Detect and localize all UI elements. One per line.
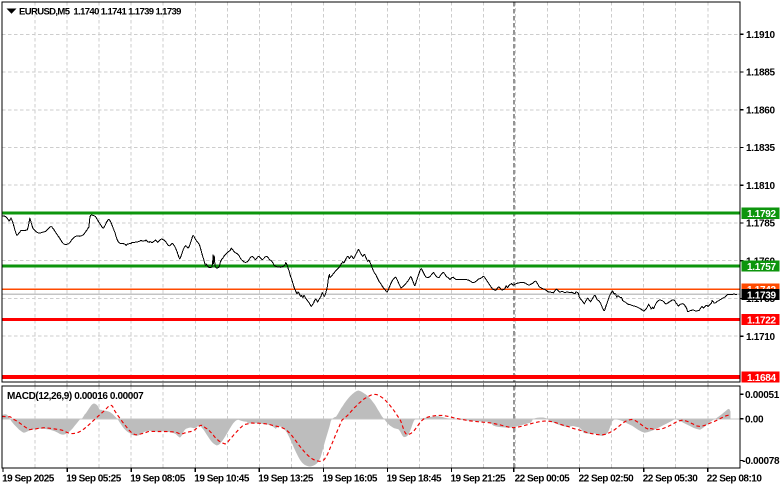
svg-text:1.1835: 1.1835 (746, 143, 776, 154)
svg-text:1.1722: 1.1722 (747, 315, 777, 326)
svg-text:22 Sep 05:30: 22 Sep 05:30 (643, 474, 699, 485)
svg-text:19 Sep 2025: 19 Sep 2025 (2, 474, 55, 485)
svg-text:1.1739: 1.1739 (747, 290, 777, 301)
svg-text:19 Sep 10:45: 19 Sep 10:45 (194, 474, 250, 485)
svg-text:1.1885: 1.1885 (746, 68, 776, 79)
svg-text:1.1757: 1.1757 (747, 262, 777, 273)
svg-text:0.00: 0.00 (745, 414, 764, 425)
svg-text:19 Sep 08:05: 19 Sep 08:05 (130, 474, 186, 485)
svg-text:19 Sep 16:05: 19 Sep 16:05 (322, 474, 378, 485)
svg-text:22 Sep 02:50: 22 Sep 02:50 (579, 474, 635, 485)
svg-text:0.00051: 0.00051 (745, 390, 780, 401)
svg-text:22 Sep 08:10: 22 Sep 08:10 (707, 474, 763, 485)
svg-text:1.1860: 1.1860 (746, 105, 776, 116)
svg-text:19 Sep 21:25: 19 Sep 21:25 (451, 474, 507, 485)
svg-text:19 Sep 13:25: 19 Sep 13:25 (258, 474, 314, 485)
svg-text:1.1710: 1.1710 (746, 332, 776, 343)
svg-text:1.1910: 1.1910 (746, 30, 776, 41)
svg-text:1.1785: 1.1785 (746, 219, 776, 230)
svg-text:1.1792: 1.1792 (747, 209, 777, 220)
svg-text:1.1684: 1.1684 (747, 373, 777, 384)
svg-text:19 Sep 05:25: 19 Sep 05:25 (66, 474, 122, 485)
svg-text:EURUSD,M5 1.1740 1.1741 1.173: EURUSD,M5 1.1740 1.1741 1.1739 1.1739 (19, 7, 181, 18)
svg-text:MACD(12,26,9) 0.00016 0.00007: MACD(12,26,9) 0.00016 0.00007 (7, 391, 144, 402)
svg-text:22 Sep 00:05: 22 Sep 00:05 (515, 474, 571, 485)
svg-text:1.1810: 1.1810 (746, 181, 776, 192)
svg-text:-0.00078: -0.00078 (742, 456, 780, 467)
svg-text:19 Sep 18:45: 19 Sep 18:45 (387, 474, 443, 485)
